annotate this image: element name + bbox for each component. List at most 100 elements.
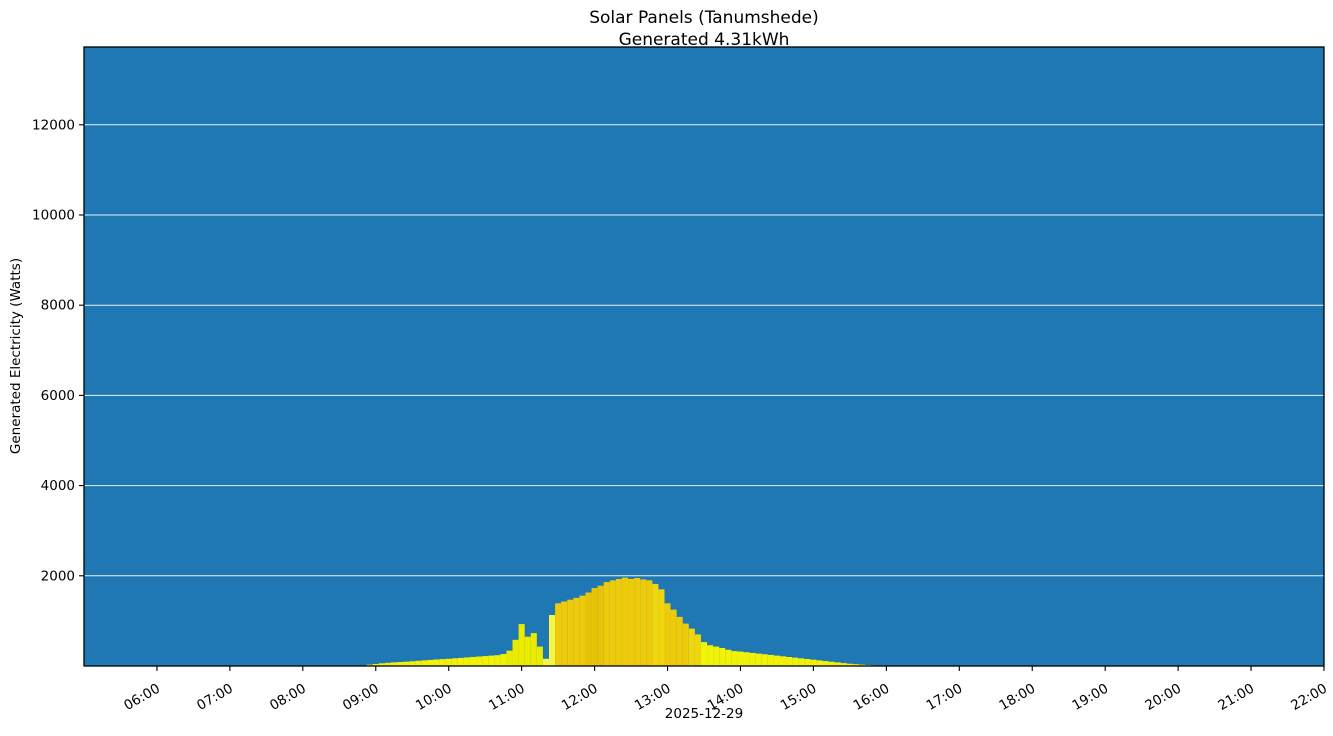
- generation-bar: [646, 580, 653, 666]
- generation-bar: [463, 657, 470, 666]
- generation-bar: [749, 652, 756, 666]
- generation-bar: [585, 592, 592, 666]
- generation-bar: [549, 615, 556, 666]
- x-tick-label: 15:00: [778, 681, 820, 714]
- y-tick-label: 12000: [32, 117, 75, 133]
- generation-bar: [530, 633, 537, 666]
- generation-bar: [707, 645, 714, 666]
- generation-bar: [591, 587, 598, 666]
- generation-bar: [737, 651, 744, 666]
- generation-bar: [694, 634, 701, 666]
- generation-bar: [792, 657, 799, 666]
- x-tick-label: 20:00: [1142, 681, 1184, 714]
- y-tick-label: 6000: [41, 388, 75, 404]
- y-tick-label: 4000: [41, 478, 75, 494]
- x-tick-label: 22:00: [1288, 681, 1330, 714]
- generation-bar: [555, 603, 562, 666]
- generation-bar: [682, 623, 689, 666]
- generation-bar: [439, 659, 446, 666]
- generation-bar: [713, 646, 720, 666]
- plot-background: [84, 47, 1324, 666]
- x-tick-label: 08:00: [267, 681, 309, 714]
- generation-bar: [822, 661, 829, 666]
- generation-bar: [384, 662, 391, 666]
- generation-bar: [390, 662, 398, 666]
- generation-bar: [840, 663, 847, 666]
- x-tick-label: 06:00: [121, 681, 163, 714]
- generation-bar: [457, 657, 464, 666]
- x-tick-label: 09:00: [340, 681, 382, 714]
- generation-bar: [469, 656, 477, 666]
- y-tick-label: 8000: [41, 298, 75, 314]
- generation-bar: [804, 659, 811, 666]
- generation-bar: [512, 639, 519, 666]
- generation-bar: [524, 636, 531, 666]
- y-tick-label: 2000: [41, 568, 75, 584]
- x-tick-label: 19:00: [1069, 681, 1111, 714]
- chart-title: Solar Panels (Tanumshede): [589, 8, 819, 28]
- y-tick-label: 10000: [32, 207, 75, 223]
- generation-bar: [725, 649, 732, 666]
- generation-bar: [421, 660, 428, 666]
- generation-bar: [409, 661, 416, 666]
- generation-bar: [536, 646, 543, 666]
- y-axis-label: Generated Electricity (Watts): [8, 257, 24, 455]
- x-tick-label: 18:00: [997, 681, 1039, 714]
- generation-bar: [628, 578, 635, 666]
- generation-bar: [609, 580, 616, 666]
- generation-bar: [506, 650, 513, 666]
- generation-bar: [810, 659, 817, 666]
- generation-bar: [427, 659, 434, 666]
- generation-bar: [573, 597, 580, 666]
- generation-bar: [378, 663, 385, 666]
- generation-bar: [451, 658, 458, 666]
- generation-bar: [603, 582, 610, 666]
- x-tick-label: 11:00: [486, 681, 528, 714]
- generation-bar: [372, 663, 379, 666]
- generation-bar: [652, 583, 659, 666]
- generation-bar: [366, 664, 373, 666]
- generation-bar: [773, 655, 780, 666]
- generation-bar: [761, 654, 768, 666]
- generation-bar: [640, 579, 647, 666]
- x-tick-label: 10:00: [413, 681, 455, 714]
- generation-bar: [518, 624, 525, 666]
- generation-bar: [786, 656, 793, 666]
- generation-bar: [397, 662, 404, 666]
- generation-bar: [859, 664, 866, 666]
- x-axis-label: 2025-12-29: [664, 706, 744, 722]
- generation-bar: [488, 655, 495, 666]
- x-tick-label: 16:00: [851, 681, 893, 714]
- generation-bar: [846, 663, 853, 666]
- generation-bar: [561, 601, 568, 666]
- generation-bar: [779, 656, 787, 666]
- generation-bar: [621, 577, 629, 666]
- x-tick-label: 17:00: [924, 681, 966, 714]
- generation-bar: [676, 616, 683, 666]
- generation-bar: [852, 664, 859, 666]
- generation-bar: [755, 653, 762, 666]
- generation-bar: [579, 595, 586, 666]
- generation-bar: [433, 659, 440, 666]
- generation-bar: [615, 578, 622, 666]
- generation-bar: [670, 609, 677, 666]
- x-tick-label: 12:00: [559, 681, 601, 714]
- generation-bar: [567, 599, 574, 666]
- x-tick-label: 07:00: [194, 681, 236, 714]
- generation-bar: [542, 658, 549, 666]
- generation-bar: [828, 661, 835, 666]
- generation-bar: [688, 628, 695, 666]
- generation-bar: [731, 651, 738, 666]
- chart-title-block: Solar Panels (Tanumshede) Generated 4.31…: [589, 7, 819, 51]
- generation-bar: [664, 603, 671, 666]
- generation-bar: [767, 654, 774, 666]
- generation-bar: [658, 589, 665, 666]
- generation-bar: [816, 660, 823, 666]
- generation-bar: [445, 658, 452, 666]
- generation-bar: [500, 654, 507, 666]
- generation-bar: [634, 578, 641, 666]
- plot-border: [83, 46, 1325, 667]
- generation-bar: [798, 658, 805, 666]
